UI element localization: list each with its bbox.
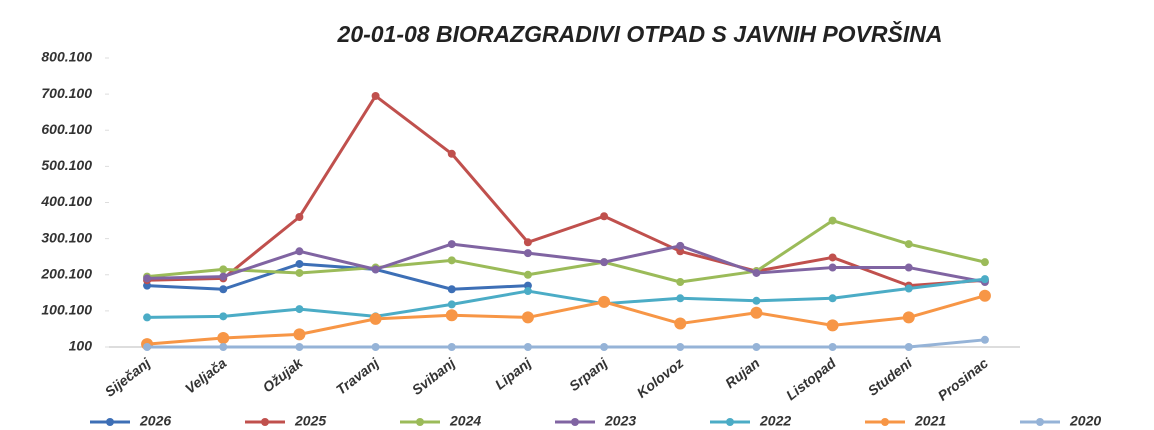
point (447, 149, 456, 158)
point (219, 285, 228, 294)
series-line (147, 338, 986, 349)
point (904, 263, 913, 272)
legend-label: 2025 (294, 413, 326, 429)
point (904, 343, 913, 351)
point (600, 212, 609, 221)
y-tick-label: 100 (69, 338, 93, 354)
point (219, 343, 228, 351)
point (600, 258, 609, 267)
point (676, 294, 685, 303)
point (828, 216, 837, 225)
y-tick-label: 100.100 (41, 302, 92, 318)
point (523, 270, 532, 279)
legend-label: 2021 (914, 413, 946, 429)
point (676, 278, 685, 287)
point (447, 285, 456, 294)
point (752, 268, 761, 277)
point (295, 212, 304, 221)
point (295, 247, 304, 256)
legend-marker (571, 418, 579, 426)
y-tick-label: 600.100 (41, 121, 92, 137)
y-tick-label: 500.100 (41, 157, 92, 173)
legend-label: 2020 (1069, 413, 1101, 429)
y-tick-label: 400.100 (40, 193, 92, 209)
point (600, 343, 609, 351)
point (521, 311, 534, 324)
point (295, 259, 304, 268)
point (523, 238, 532, 247)
series-line (147, 94, 986, 288)
legend-marker (261, 418, 269, 426)
point (523, 249, 532, 258)
point (828, 294, 837, 303)
point (295, 343, 304, 351)
point (828, 343, 837, 351)
point (447, 300, 456, 309)
point (904, 240, 913, 249)
legend-label: 2024 (449, 413, 481, 429)
legend-marker (881, 418, 889, 426)
legend-label: 2026 (139, 413, 171, 429)
point (371, 343, 380, 351)
y-tick-label: 700.100 (41, 85, 92, 101)
point (523, 343, 532, 351)
point (752, 343, 761, 351)
point (445, 309, 458, 322)
point (523, 287, 532, 296)
point (295, 305, 304, 314)
point (293, 328, 306, 341)
legend-marker (1036, 418, 1044, 426)
series-line (146, 294, 986, 346)
point (676, 343, 685, 351)
point (219, 312, 228, 321)
point (447, 343, 456, 351)
y-tick-label: 300.100 (41, 229, 92, 245)
series-line (147, 277, 986, 319)
point (219, 272, 228, 281)
point (371, 265, 380, 274)
point (980, 275, 989, 284)
point (676, 241, 685, 250)
point (828, 253, 837, 262)
series-line (146, 219, 986, 284)
point (447, 256, 456, 265)
point (598, 295, 611, 308)
point (980, 335, 989, 344)
point (371, 91, 380, 100)
legend-marker (416, 418, 424, 426)
point (143, 313, 152, 322)
chart-title: 20-01-08 BIORAZGRADIVI OTPAD S JAVNIH PO… (337, 20, 943, 47)
point (295, 268, 304, 277)
point (369, 312, 382, 325)
y-tick-label: 800.100 (41, 49, 92, 65)
point (826, 319, 839, 332)
point (143, 274, 152, 283)
point (447, 240, 456, 249)
legend-marker (106, 418, 114, 426)
y-tick-label: 200.100 (40, 265, 92, 281)
point (980, 258, 989, 267)
legend-label: 2022 (759, 413, 791, 429)
point (217, 332, 230, 345)
point (904, 284, 913, 293)
point (143, 343, 152, 351)
point (828, 263, 837, 272)
series-line (147, 262, 528, 291)
point (902, 311, 915, 324)
point (674, 317, 687, 330)
point (752, 296, 761, 305)
legend-marker (726, 418, 734, 426)
point (750, 306, 763, 319)
legend-label: 2023 (604, 413, 636, 429)
point (978, 289, 991, 302)
series-line (147, 242, 986, 284)
point (219, 265, 228, 274)
